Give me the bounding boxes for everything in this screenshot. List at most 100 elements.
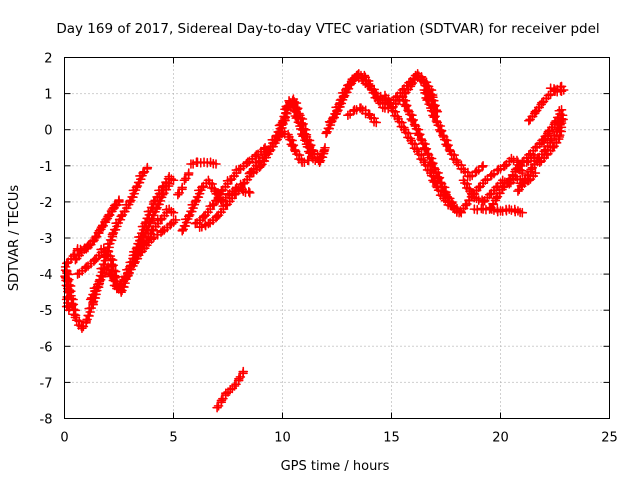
data-point	[238, 366, 249, 377]
data-point	[244, 186, 254, 197]
data-point	[164, 179, 174, 189]
data-point	[190, 197, 201, 207]
data-point	[110, 276, 121, 287]
data-point	[177, 182, 188, 193]
y-tick-label: -1	[40, 160, 53, 175]
data-point	[530, 168, 541, 178]
series-track-22	[484, 105, 567, 214]
data-point	[112, 283, 122, 294]
data-point	[548, 142, 558, 153]
data-point	[131, 182, 142, 193]
data-point	[81, 316, 92, 326]
x-axis-label: GPS time / hours	[281, 459, 390, 474]
data-point	[513, 186, 523, 196]
data-point	[484, 189, 495, 200]
data-point	[234, 373, 244, 384]
data-point	[371, 117, 382, 128]
data-point	[543, 128, 554, 139]
x-tick-label: 5	[169, 431, 177, 446]
data-point	[155, 215, 166, 225]
data-point	[541, 150, 552, 160]
x-tick-label: 15	[383, 431, 400, 446]
data-point	[77, 323, 87, 334]
series-track-7	[136, 215, 181, 258]
data-point	[168, 207, 179, 218]
data-point	[253, 157, 264, 167]
data-point	[423, 94, 433, 104]
data-point	[179, 175, 190, 186]
data-point	[225, 175, 235, 186]
data-point	[116, 287, 126, 297]
data-point	[436, 125, 447, 136]
data-point	[216, 395, 227, 406]
data-point	[101, 215, 111, 225]
y-tick-label: 0	[44, 124, 52, 139]
data-point	[199, 211, 209, 222]
data-point	[491, 193, 501, 204]
series-track-29	[186, 157, 221, 169]
data-point	[517, 168, 528, 178]
y-tick-label: -5	[40, 304, 53, 319]
data-point	[229, 189, 240, 200]
data-point	[168, 175, 179, 186]
data-point	[530, 142, 541, 153]
data-point	[497, 182, 508, 193]
plot-frame	[64, 57, 610, 419]
data-point	[539, 135, 549, 146]
data-point	[519, 175, 530, 186]
data-point	[207, 200, 218, 211]
data-point	[408, 115, 419, 125]
series-track-3	[61, 197, 124, 269]
data-point	[340, 85, 351, 95]
data-point	[521, 157, 532, 167]
series-track-26	[524, 81, 569, 126]
data-point	[314, 153, 325, 164]
data-point	[292, 103, 303, 114]
data-point	[460, 200, 471, 211]
series-track-12	[271, 126, 314, 167]
series-track-28	[179, 168, 194, 186]
data-point	[306, 140, 316, 150]
y-tick-label: -8	[40, 413, 53, 428]
data-point	[221, 200, 231, 211]
data-point	[416, 134, 426, 144]
data-point	[216, 186, 227, 196]
y-tick-label: -2	[40, 196, 53, 211]
y-tick-labels: 2 1 0 -1 -2 -3 -4 -5 -6 -7 -8	[40, 52, 53, 428]
series-track-19	[441, 153, 528, 218]
data-point	[534, 157, 545, 167]
series-track-18	[419, 85, 488, 182]
data-point	[120, 272, 131, 283]
data-point	[429, 163, 439, 173]
data-point	[170, 215, 181, 225]
data-point	[320, 142, 330, 153]
data-point	[500, 161, 510, 171]
data-point	[262, 146, 273, 157]
data-point	[435, 177, 446, 188]
data-point	[116, 211, 126, 222]
series-track-21	[469, 203, 528, 218]
data-point	[438, 130, 448, 141]
grid-lines	[64, 57, 610, 419]
data-point	[107, 270, 117, 281]
data-point	[183, 211, 194, 222]
x-tick-label: 25	[601, 431, 618, 446]
data-point	[245, 168, 255, 178]
data-point	[478, 161, 488, 171]
y-tick-label: -6	[40, 340, 53, 355]
data-point	[557, 110, 568, 121]
data-point	[403, 105, 413, 115]
data-point	[431, 116, 442, 126]
data-point	[229, 381, 240, 391]
data-point	[454, 207, 464, 218]
data-point	[238, 179, 249, 189]
data-point	[504, 175, 515, 186]
x-tick-label: 20	[492, 431, 509, 446]
y-tick-label: -7	[40, 376, 53, 391]
y-tick-label: 2	[44, 52, 52, 67]
data-point	[197, 182, 207, 193]
data-point	[173, 189, 183, 200]
data-point	[545, 83, 556, 93]
data-point	[142, 162, 153, 173]
data-point	[281, 108, 291, 118]
